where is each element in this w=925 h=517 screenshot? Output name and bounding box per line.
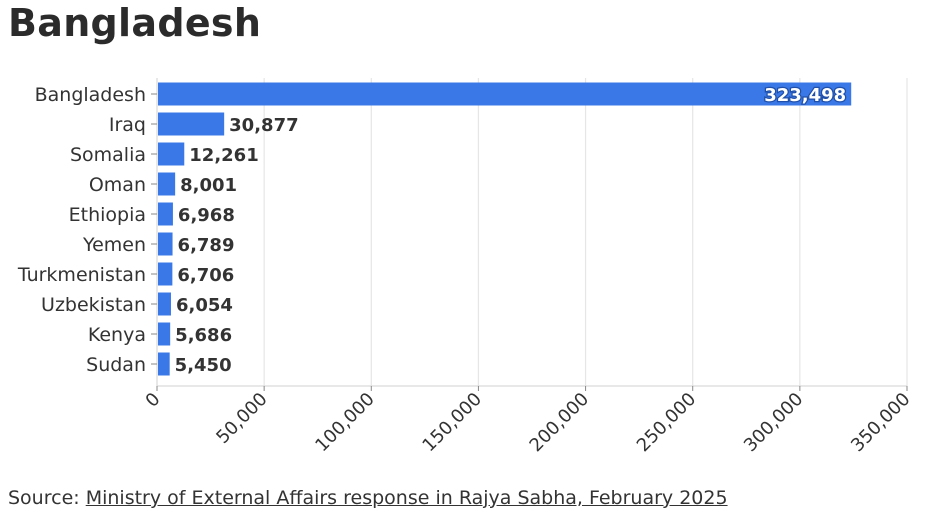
- category-label: Yemen: [82, 234, 146, 256]
- source-prefix: Source:: [8, 487, 86, 509]
- category-label: Bangladesh: [35, 84, 146, 106]
- data-label: 6,968: [178, 205, 235, 226]
- bar-turkmenistan: [158, 262, 173, 286]
- data-label: 5,450: [175, 355, 232, 376]
- bars: [158, 82, 852, 376]
- source-note: Source: Ministry of External Affairs res…: [8, 487, 728, 509]
- data-label: 30,877: [229, 115, 298, 136]
- grid-lines: [156, 78, 908, 387]
- x-tick-label: 100,000: [311, 389, 378, 456]
- data-label: 6,706: [177, 265, 234, 286]
- category-label: Somalia: [70, 144, 146, 166]
- bar-ethiopia: [158, 202, 173, 226]
- category-label: Oman: [89, 174, 146, 196]
- data-label: 12,261: [189, 145, 258, 166]
- bar-chart: Bangladesh Iraq Somalia Oman Ethiopia Yemen Tu…: [0, 60, 925, 480]
- bar-yemen: [158, 232, 173, 256]
- bar-bangladesh: [158, 82, 852, 106]
- bar-uzbekistan: [158, 292, 171, 316]
- category-label: Kenya: [88, 324, 146, 346]
- category-labels: Bangladesh Iraq Somalia Oman Ethiopia Yemen Tu…: [17, 84, 157, 376]
- bar-iraq: [158, 112, 225, 136]
- category-label: Sudan: [86, 354, 146, 376]
- x-axis-ticks: 0 50,000 100,000 150,000 200,000 250,000 300,0…: [142, 386, 915, 456]
- bar-chart-svg: Bangladesh Iraq Somalia Oman Ethiopia Yemen Tu…: [17, 78, 915, 456]
- bar-sudan: [158, 352, 170, 376]
- data-label: 5,686: [175, 325, 232, 346]
- x-tick-label: 300,000: [740, 389, 807, 456]
- x-tick-label: 250,000: [633, 389, 700, 456]
- x-tick-label: 350,000: [847, 389, 914, 456]
- category-label: Ethiopia: [69, 204, 146, 226]
- page-title: Bangladesh: [8, 1, 262, 45]
- data-label: 323,498: [764, 85, 846, 106]
- source-link[interactable]: Ministry of External Affairs response in…: [85, 487, 728, 509]
- x-tick-label: 200,000: [526, 389, 593, 456]
- category-label: Iraq: [109, 114, 146, 136]
- data-label: 6,789: [178, 235, 235, 256]
- bar-somalia: [158, 142, 185, 166]
- category-label: Uzbekistan: [41, 294, 146, 316]
- bar-kenya: [158, 322, 171, 346]
- data-label: 6,054: [176, 295, 233, 316]
- x-tick-label: 150,000: [418, 389, 485, 456]
- data-label: 8,001: [180, 175, 237, 196]
- bar-oman: [158, 172, 176, 196]
- category-label: Turkmenistan: [17, 264, 146, 286]
- x-tick-label: 0: [142, 389, 165, 412]
- x-tick-label: 50,000: [212, 389, 271, 448]
- data-labels: 323,498 30,877 12,261 8,001 6,968 6,789 6,706 6…: [175, 84, 848, 376]
